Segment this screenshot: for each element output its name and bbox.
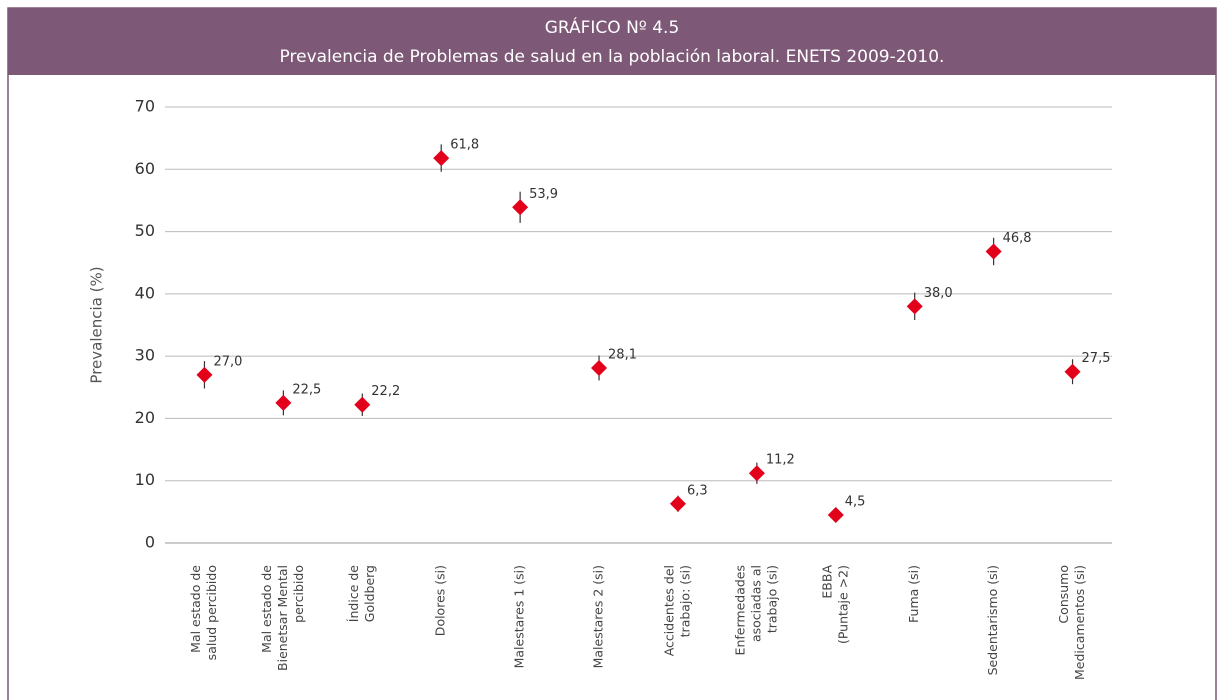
header-band	[8, 8, 1216, 75]
value-label: 22,2	[371, 384, 400, 399]
x-tick-label: Sedentarismo (si)	[985, 565, 1000, 675]
x-tick-label: Accidentes del	[661, 565, 676, 656]
chart-title: GRÁFICO Nº 4.5	[545, 16, 680, 38]
value-label: 38,0	[924, 286, 953, 301]
marker	[985, 243, 1002, 260]
marker	[669, 495, 686, 512]
y-tick-label: 40	[135, 283, 155, 302]
x-tick-label: trabajo (si)	[764, 565, 779, 633]
marker	[275, 394, 292, 411]
x-tick-label: Enfermedades	[732, 565, 747, 655]
y-tick-label: 20	[135, 408, 155, 427]
value-label: 22,5	[292, 382, 321, 397]
value-label: 28,1	[608, 347, 637, 362]
value-label: 11,2	[766, 453, 795, 468]
x-tick-label: Índice de	[346, 565, 361, 622]
marker	[433, 150, 450, 167]
x-tick-label: percibido	[291, 565, 306, 623]
x-tick-label: Dolores (si)	[433, 565, 448, 636]
x-tick-label: salud percibido	[204, 565, 219, 660]
x-tick-label: Mal estado de	[188, 565, 203, 653]
value-label: 61,8	[450, 138, 479, 153]
x-tick-label: Medicamentos (si)	[1072, 565, 1087, 680]
marker	[512, 199, 529, 216]
value-label: 4,5	[845, 494, 866, 509]
value-label: 46,8	[1003, 231, 1032, 246]
x-tick-label: asociadas al	[748, 565, 763, 642]
y-tick-label: 70	[135, 97, 155, 116]
value-label: 6,3	[687, 483, 708, 498]
x-tick-label: trabajo: (si)	[677, 565, 692, 637]
value-label: 53,9	[529, 187, 558, 202]
marker	[196, 366, 213, 383]
x-tick-label: Bienetsar Mental	[275, 565, 290, 671]
x-tick-label: (Puntaje >2)	[835, 565, 850, 644]
chart-subtitle: Prevalencia de Problemas de salud en la …	[280, 47, 945, 67]
marker	[827, 506, 844, 523]
value-label: 27,0	[213, 354, 242, 369]
x-tick-label: Malestares 1 (si)	[512, 565, 527, 668]
x-tick-label: Consumo	[1056, 565, 1071, 624]
marker	[1064, 363, 1081, 380]
marker	[354, 396, 371, 413]
marker	[748, 465, 765, 482]
x-tick-label: EBBA	[819, 565, 834, 599]
value-label: 27,5	[1082, 351, 1111, 366]
y-tick-label: 50	[135, 221, 155, 240]
frame	[7, 7, 1217, 700]
y-tick-label: 10	[135, 470, 155, 489]
y-tick-label: 30	[135, 346, 155, 365]
x-tick-label: Fuma (si)	[906, 565, 921, 623]
y-axis-label: Prevalencia (%)	[88, 266, 106, 383]
x-tick-label: Malestares 2 (si)	[591, 565, 606, 668]
marker	[591, 359, 608, 376]
y-tick-label: 0	[145, 533, 155, 552]
marker	[906, 298, 923, 315]
x-tick-label: Mal estado de	[259, 565, 274, 653]
x-tick-label: Goldberg	[362, 565, 377, 622]
y-tick-label: 60	[135, 159, 155, 178]
